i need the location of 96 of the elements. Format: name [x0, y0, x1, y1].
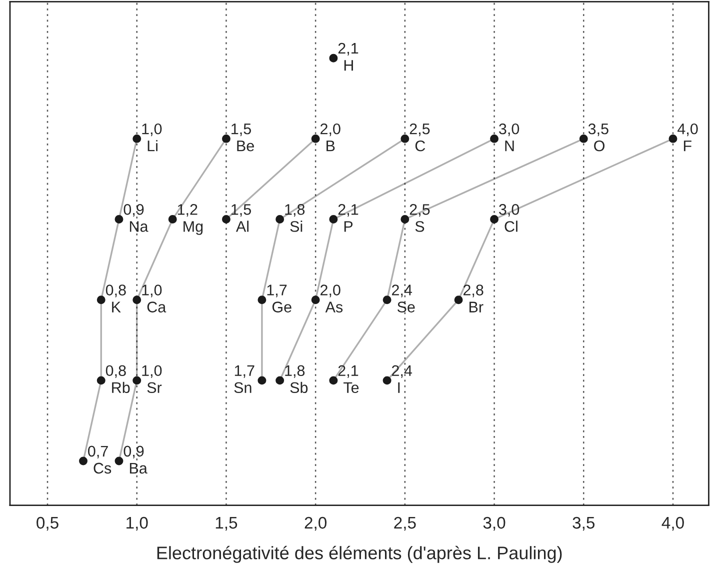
point [329, 54, 338, 62]
annotation: 2,0 [320, 123, 340, 136]
point [222, 134, 230, 143]
annotation: 2,1 [338, 204, 358, 217]
annotation: 2,8 [463, 284, 484, 298]
annotation: Rb [112, 382, 130, 394]
annotation: Al [236, 220, 248, 232]
annotation: 2,5 [410, 123, 430, 136]
annotation: 1,7 [234, 365, 254, 378]
annotation: B [326, 140, 335, 152]
x-tick-label: 1,0 [126, 516, 148, 531]
annotation: 2,0 [320, 284, 340, 298]
annotation: Sr [147, 382, 162, 394]
point [222, 215, 230, 224]
annotation: Ge [272, 302, 292, 312]
annotation: Ba [130, 462, 148, 474]
annotation: O [594, 140, 605, 152]
annotation: Na [130, 221, 148, 232]
annotation: Si [290, 220, 302, 232]
annotation: 1,7 [267, 284, 287, 298]
annotation: 2,1 [338, 42, 358, 56]
annotation: Mg [184, 221, 203, 235]
annotation: 1,8 [285, 204, 305, 217]
annotation: 2,4 [392, 365, 412, 378]
point [114, 215, 124, 224]
annotation: Cs [94, 462, 112, 474]
annotation: Sb [290, 382, 308, 394]
annotation: 1,8 [285, 365, 305, 378]
annotation: Sn [234, 382, 252, 394]
point [400, 134, 410, 143]
annotation: 0,8 [106, 365, 126, 378]
annotation: 1,0 [142, 365, 162, 378]
annotation: K [112, 302, 121, 312]
point [132, 134, 142, 143]
annotation: 0,9 [124, 204, 144, 217]
point [329, 376, 338, 385]
point [114, 456, 124, 466]
point [382, 296, 392, 304]
annotation: P [344, 221, 353, 232]
x-tick-label: 3,5 [572, 516, 595, 531]
point [668, 134, 678, 143]
annotation: 1,5 [232, 124, 251, 136]
x-tick-label: 3,0 [483, 516, 506, 531]
x-tick-label: 2,0 [304, 516, 327, 531]
annotation: Te [344, 382, 359, 394]
annotation: 1,5 [232, 204, 251, 217]
point [400, 215, 410, 224]
point [579, 134, 588, 143]
x-tick-label: 0,5 [36, 516, 58, 531]
x-axis-title: Electronégativité des éléments (d'après L. Pauling) [157, 546, 562, 563]
annotation: 2,5 [410, 204, 430, 217]
point [132, 376, 142, 385]
annotation: I [398, 382, 400, 393]
point [329, 215, 338, 224]
annotation: S [415, 221, 424, 232]
x-tick-label: 1,5 [216, 517, 238, 531]
annotation: 0,9 [124, 446, 144, 458]
point [490, 134, 499, 143]
point [311, 296, 320, 304]
annotation: F [684, 140, 692, 152]
annotation: 0,7 [88, 446, 108, 458]
annotation: 1,0 [142, 284, 162, 298]
annotation: 3,0 [499, 204, 520, 217]
point [454, 296, 463, 304]
annotation: 2,1 [338, 365, 358, 378]
point [311, 134, 320, 143]
point [382, 376, 392, 385]
annotation: 0,8 [106, 284, 126, 298]
point [132, 296, 142, 304]
annotation: 4,0 [678, 123, 698, 136]
point [258, 376, 266, 385]
annotation: Br [470, 302, 484, 312]
annotation: Be [237, 140, 254, 152]
annotation: 1,0 [142, 123, 162, 136]
annotation: H [344, 60, 353, 71]
annotation: Li [148, 140, 158, 152]
point [96, 296, 106, 304]
point [168, 215, 177, 224]
annotation: C [415, 140, 426, 152]
point [258, 296, 266, 304]
annotation: N [505, 140, 514, 152]
point [276, 215, 284, 224]
point [490, 215, 499, 224]
point [79, 456, 88, 466]
annotation: As [325, 302, 343, 312]
annotation: 2,4 [392, 284, 412, 298]
point [96, 376, 106, 385]
x-tick-label: 4,0 [662, 516, 684, 531]
point [276, 376, 284, 385]
annotation: 3,0 [499, 123, 520, 136]
annotation: Ca [147, 302, 166, 312]
annotation: Se [397, 302, 415, 312]
annotation: 1,2 [178, 204, 198, 217]
annotation: Cl [504, 220, 518, 232]
annotation: 3,5 [588, 123, 608, 136]
x-tick-label: 2,5 [394, 516, 416, 531]
